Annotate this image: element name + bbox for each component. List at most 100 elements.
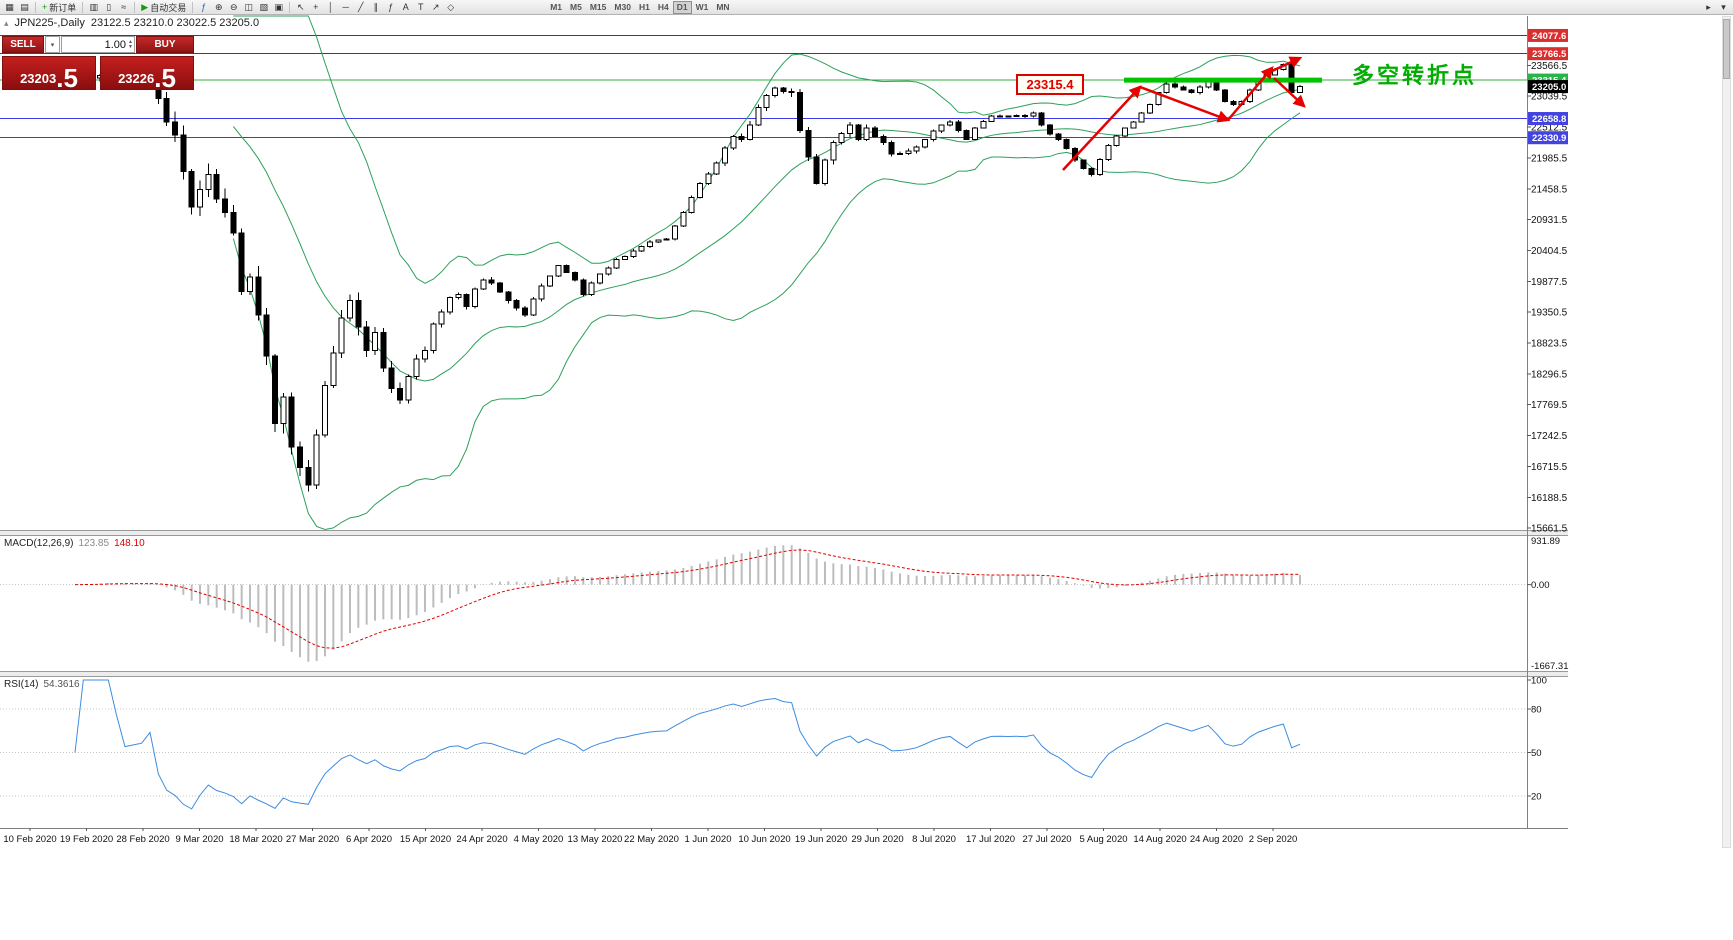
zoom-out-button[interactable]: ⊖ (226, 1, 241, 14)
date-axis[interactable]: 10 Feb 2020 19 Feb 2020 28 Feb 2020 9 Mar 2… (3, 828, 1297, 845)
zoom-in-button[interactable]: ⊕ (211, 1, 226, 14)
chart-header: ▴ JPN225-,Daily 23122.5 23210.0 23022.5 … (4, 17, 259, 29)
fibonacci-button[interactable]: ƒ (383, 1, 398, 14)
spin-down-icon[interactable]: ▼ (128, 43, 133, 50)
sell-price-box[interactable]: 23203 .5 (2, 56, 96, 93)
horizontal-line-button[interactable]: ─ (338, 1, 353, 14)
svg-text:20: 20 (1531, 792, 1542, 803)
new-order-button[interactable]: + 新订单 (39, 1, 79, 14)
svg-text:17 Jul 2020: 17 Jul 2020 (966, 834, 1015, 845)
svg-text:0.00: 0.00 (1531, 580, 1550, 591)
trend-annotation-layer[interactable] (1062, 56, 1322, 171)
volume-dropdown[interactable]: ▾ (45, 36, 60, 53)
text-button[interactable]: T (413, 1, 428, 14)
vertical-line-icon: │ (327, 1, 334, 12)
candlestick-chart-button[interactable]: ▯ (101, 1, 116, 14)
svg-text:14 Aug 2020: 14 Aug 2020 (1133, 834, 1186, 845)
svg-text:24077.6: 24077.6 (1532, 31, 1566, 42)
buy-price-box[interactable]: 23226 .5 (100, 56, 194, 91)
sell-button[interactable]: SELL (2, 36, 44, 53)
autotrade-label: 自动交易 (150, 2, 187, 13)
price-scale[interactable]: 23566.5 23039.5 22512.5 21985.5 21458.5 20931… (1527, 28, 1568, 535)
timeframe-mn-button[interactable]: MN (712, 1, 733, 14)
turning-point-text[interactable]: 多空转折点 (1352, 63, 1478, 88)
equidistant-channel-button[interactable]: ∥ (368, 1, 383, 14)
line-chart-button[interactable]: ≈ (116, 1, 131, 14)
chart-shift-button[interactable]: ▸ (1701, 1, 1716, 14)
bollinger-bands-layer (232, 15, 1301, 531)
indicators-icon: ƒ (201, 1, 207, 12)
strategy-tester-button[interactable]: ▣ (271, 1, 286, 14)
vertical-line-button[interactable]: │ (323, 1, 338, 14)
svg-text:-1667.31: -1667.31 (1531, 661, 1569, 672)
svg-text:24 Apr 2020: 24 Apr 2020 (456, 834, 507, 845)
timeframe-m1-button[interactable]: M1 (546, 1, 566, 14)
svg-text:22 May 2020: 22 May 2020 (624, 834, 679, 845)
candles-layer (72, 63, 1303, 492)
svg-text:16188.5: 16188.5 (1531, 493, 1568, 504)
resistance-price-label[interactable]: 23315.4 (1016, 74, 1084, 95)
svg-text:100: 100 (1531, 676, 1547, 687)
bar-chart-button[interactable]: ▥ (86, 1, 101, 14)
chart-frame (0, 16, 1568, 829)
trendline-button[interactable]: ╱ (353, 1, 368, 14)
toolbar-group-chart-types: ▥ ▯ ≈ (86, 1, 131, 14)
templates-button[interactable]: ▧ (256, 1, 271, 14)
buy-button[interactable]: BUY (136, 36, 194, 53)
templates-icon: ▧ (259, 1, 268, 12)
auto-scroll-button[interactable]: ▾ (1716, 1, 1731, 14)
autotrade-button[interactable]: ▶ 自动交易 (138, 1, 189, 14)
vertical-scrollbar[interactable] (1722, 16, 1731, 848)
svg-text:19877.5: 19877.5 (1531, 277, 1568, 288)
volume-spinner[interactable]: ▲ ▼ (128, 38, 133, 50)
svg-text:23205.0: 23205.0 (1532, 82, 1566, 93)
shapes-button[interactable]: ◇ (443, 1, 458, 14)
new-order-icon: + (42, 1, 48, 12)
svg-text:24 Aug 2020: 24 Aug 2020 (1190, 834, 1243, 845)
svg-text:19350.5: 19350.5 (1531, 308, 1568, 319)
tile-windows-button[interactable]: ◫ (241, 1, 256, 14)
symbol-title: JPN225-,Daily (14, 17, 85, 29)
horizontal-level-lines[interactable] (0, 34, 1527, 139)
svg-text:18296.5: 18296.5 (1531, 369, 1568, 380)
timeframe-m30-button[interactable]: M30 (610, 1, 635, 14)
macd-name: MACD(12,26,9) (4, 538, 74, 549)
indicators-button[interactable]: ƒ (196, 1, 211, 14)
macd-main-value: 123.85 (78, 538, 110, 549)
candlestick-chart-icon: ▯ (106, 1, 112, 12)
text-label-button[interactable]: A (398, 1, 413, 14)
timeframe-d1-button[interactable]: D1 (672, 0, 692, 14)
svg-text:15 Apr 2020: 15 Apr 2020 (400, 834, 451, 845)
shapes-icon: ◇ (447, 1, 455, 12)
buy-price-main: 23226 (118, 71, 155, 86)
svg-text:23566.5: 23566.5 (1531, 61, 1568, 72)
crosshair-button[interactable]: + (308, 1, 323, 14)
timeframe-h4-button[interactable]: H4 (654, 1, 673, 14)
rsi-value: 54.3616 (43, 679, 80, 690)
timeframe-m5-button[interactable]: M5 (566, 1, 586, 14)
sell-price-main: 23203 (20, 71, 57, 86)
spin-up-icon[interactable]: ▲ (128, 38, 133, 45)
svg-text:21458.5: 21458.5 (1531, 184, 1568, 195)
timeframe-h1-button[interactable]: H1 (635, 1, 654, 14)
sell-price-frac: .5 (56, 62, 78, 93)
scrollbar-thumb[interactable] (1723, 19, 1730, 79)
svg-text:80: 80 (1531, 705, 1542, 716)
arrows-button[interactable]: ↗ (428, 1, 443, 14)
timeframe-m15-button[interactable]: M15 (586, 1, 611, 14)
svg-text:15661.5: 15661.5 (1531, 524, 1568, 535)
zoom-in-icon: ⊕ (214, 1, 223, 12)
cursor-button[interactable]: ↖ (293, 1, 308, 14)
cursor-icon: ↖ (296, 1, 305, 12)
svg-text:18 Mar 2020: 18 Mar 2020 (229, 834, 282, 845)
timeframe-w1-button[interactable]: W1 (692, 1, 713, 14)
horizontal-line-icon: ─ (342, 1, 349, 12)
svg-text:16715.5: 16715.5 (1531, 462, 1568, 473)
new-chart-button[interactable]: ▦ (2, 1, 17, 14)
volume-field[interactable]: 1.00 ▲ ▼ (61, 36, 135, 53)
trade-panel-prices: 23203 .5 23226 .5 (2, 56, 194, 93)
rsi-indicator-label: RSI(14) 54.3616 (4, 679, 80, 690)
profiles-button[interactable]: ▤ (17, 1, 32, 14)
